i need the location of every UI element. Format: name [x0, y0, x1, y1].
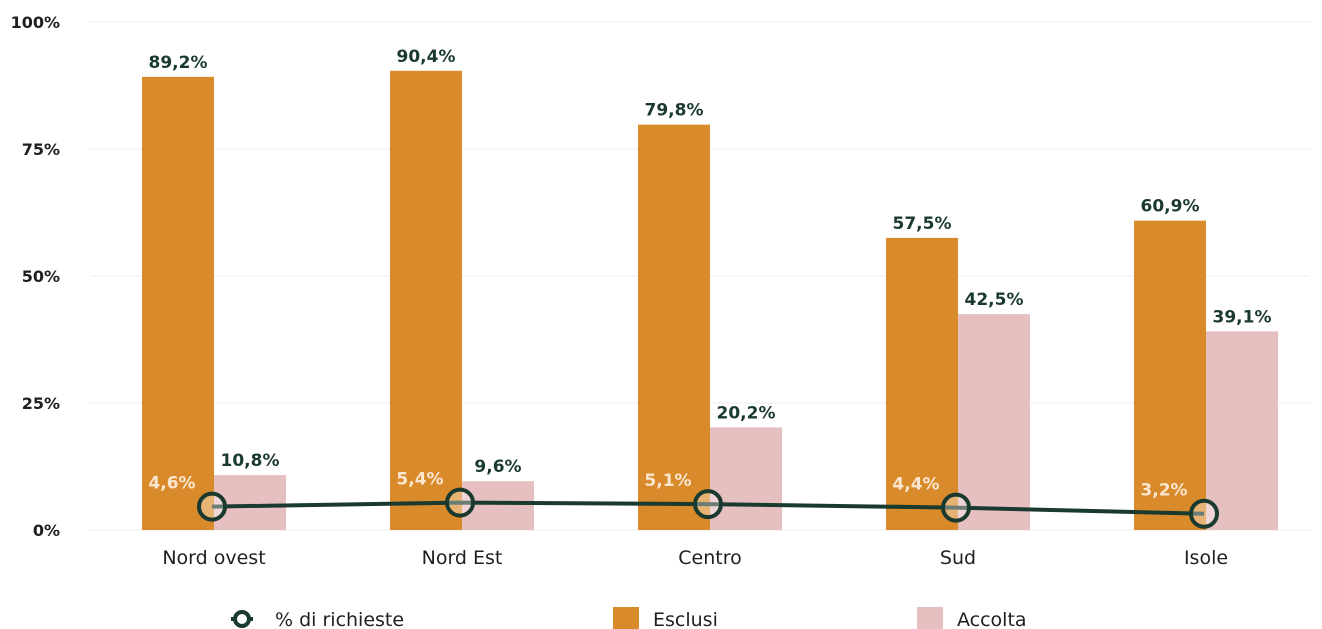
- data-labels: 89,2% 10,8% 90,4% 9,6% 79,8% 20,2% 57,5% 42,5% 6…: [148, 47, 1271, 501]
- legend: % di richieste Esclusi Accolta: [231, 607, 1027, 629]
- bar-esclusi: [638, 124, 710, 530]
- bar-value-label: 9,6%: [474, 457, 521, 477]
- bar-value-label: 79,8%: [645, 101, 704, 121]
- bar-value-label: 60,9%: [1141, 197, 1200, 217]
- bar-esclusi: [886, 237, 958, 530]
- y-tick-label: 100%: [11, 13, 60, 32]
- line-value-label: 4,4%: [892, 475, 939, 495]
- bar-value-label: 20,2%: [717, 403, 776, 423]
- y-axis: 0% 25% 50% 75% 100%: [11, 13, 60, 540]
- line-point: [197, 491, 227, 522]
- legend-swatch: [613, 607, 639, 629]
- line-value-label: 5,1%: [644, 471, 691, 491]
- x-tick-label: Nord Est: [422, 547, 503, 569]
- y-tick-label: 25%: [22, 394, 60, 413]
- bar-value-label: 10,8%: [221, 451, 280, 471]
- bar-value-label: 42,5%: [965, 290, 1024, 310]
- bar-esclusi: [390, 70, 462, 530]
- line-point: [693, 489, 723, 520]
- line-point: [1189, 498, 1219, 529]
- legend-swatch: [917, 607, 943, 629]
- x-axis: Nord ovest Nord Est Centro Sud Isole: [162, 547, 1228, 569]
- x-tick-label: Centro: [678, 547, 741, 569]
- line-value-label: 4,6%: [148, 474, 195, 494]
- y-tick-label: 50%: [22, 267, 60, 286]
- line-value-label: 3,2%: [1140, 481, 1187, 501]
- y-tick-label: 75%: [22, 140, 60, 159]
- bar-value-label: 57,5%: [893, 214, 952, 234]
- bar-accolta: [1206, 331, 1278, 530]
- bar-value-label: 89,2%: [149, 53, 208, 73]
- bar-value-label: 90,4%: [397, 47, 456, 67]
- line-point: [445, 487, 475, 518]
- bars: [142, 70, 1278, 531]
- bar-esclusi: [1134, 220, 1206, 531]
- line-series: [197, 487, 1219, 529]
- line-path: [211, 500, 1205, 516]
- line-point: [941, 492, 971, 523]
- bar-esclusi: [142, 76, 214, 530]
- x-tick-label: Nord ovest: [162, 547, 265, 569]
- legend-label: Accolta: [957, 609, 1027, 629]
- line-value-label: 5,4%: [396, 470, 443, 490]
- legend-label: Esclusi: [653, 609, 718, 629]
- legend-marker-icon: [233, 610, 251, 628]
- bar-value-label: 39,1%: [1213, 307, 1272, 327]
- bar-accolta: [710, 427, 782, 530]
- x-tick-label: Sud: [940, 547, 976, 569]
- y-tick-label: 0%: [33, 521, 60, 540]
- bar-accolta: [958, 314, 1030, 530]
- x-tick-label: Isole: [1184, 547, 1228, 569]
- legend-label: % di richieste: [275, 609, 404, 629]
